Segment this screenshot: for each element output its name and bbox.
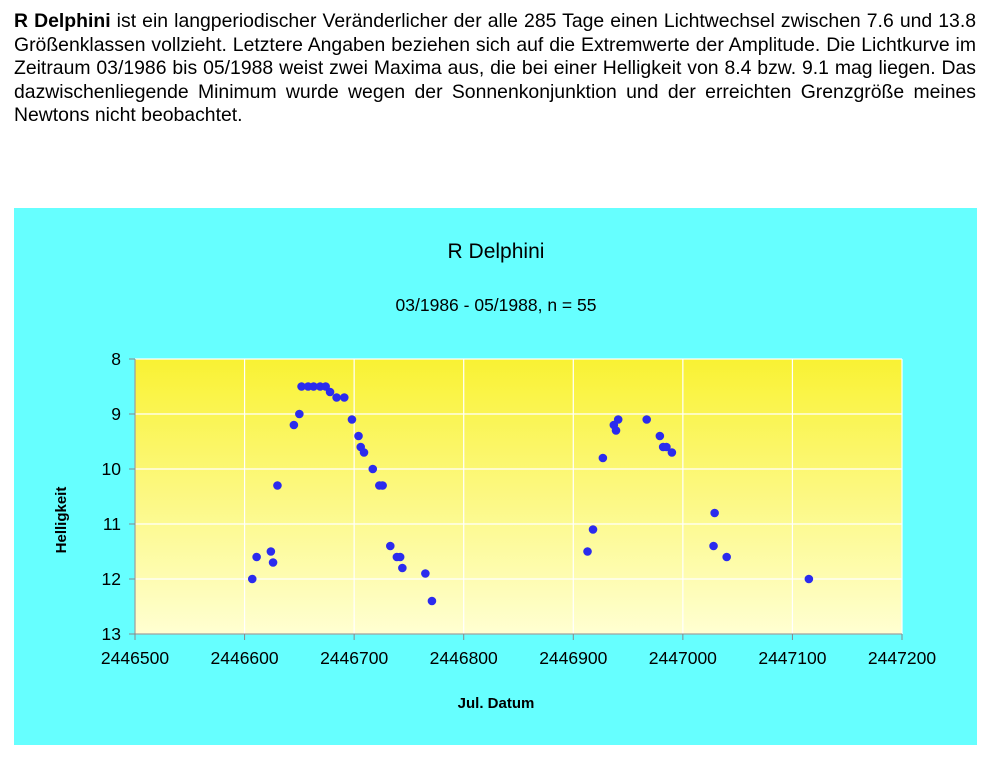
data-point	[667, 448, 677, 457]
data-point	[722, 552, 731, 562]
data-point	[662, 442, 671, 452]
y-axis-label: Helligkeit	[53, 487, 70, 554]
y-tick-label: 10	[102, 459, 122, 479]
data-point	[339, 393, 349, 402]
x-tick-label: 2447200	[868, 648, 936, 668]
intro-paragraph: R Delphini ist ein langperiodischer Verä…	[14, 10, 976, 128]
x-tick-label: 2446600	[211, 648, 279, 668]
data-point	[368, 464, 378, 474]
axes: 2446500 2446600 2446700 2446800 2446900 24470…	[101, 349, 936, 668]
chart-title: R Delphini	[448, 240, 545, 263]
x-tick-label: 2447100	[758, 648, 826, 668]
x-axis-label: Jul. Datum	[458, 695, 535, 712]
data-point	[273, 481, 282, 490]
data-point	[252, 552, 261, 562]
y-tick-label: 8	[111, 349, 121, 369]
intro-star-name: R Delphini	[14, 10, 111, 32]
intro-text: ist ein langperiodischer Veränderlicher …	[14, 10, 977, 126]
y-tick-label: 9	[111, 404, 121, 424]
data-point	[395, 552, 405, 562]
data-point	[710, 508, 719, 518]
y-tick-label: 11	[103, 514, 121, 534]
x-tick-label: 2446500	[101, 648, 169, 668]
data-point	[332, 393, 341, 402]
y-tick-label: 13	[102, 624, 121, 644]
chart-subtitle: 03/1986 - 05/1988, n = 55	[396, 295, 597, 315]
x-tick-label: 2447000	[649, 648, 717, 668]
x-tick-label: 2446700	[320, 648, 388, 668]
y-tick-label: 12	[102, 569, 121, 589]
data-point	[266, 547, 276, 556]
x-tick-label: 2446900	[539, 648, 607, 668]
light-curve-chart: R Delphini 03/1986 - 05/1988, n = 55 244…	[53, 240, 936, 712]
data-point	[421, 569, 430, 578]
data-point	[386, 541, 395, 551]
data-point	[642, 415, 651, 424]
data-points	[247, 382, 814, 606]
data-point	[598, 453, 608, 463]
data-point	[427, 596, 437, 606]
data-point	[613, 415, 623, 424]
data-point	[297, 382, 306, 391]
data-point	[583, 547, 592, 556]
data-point	[295, 409, 304, 419]
plot-area	[135, 359, 902, 634]
data-point	[655, 431, 665, 441]
data-point	[588, 525, 598, 534]
data-point	[325, 387, 335, 397]
data-point	[309, 382, 318, 391]
data-point	[398, 563, 407, 573]
chart-panel: R Delphini 03/1986 - 05/1988, n = 55 244…	[14, 208, 977, 745]
data-point	[378, 481, 387, 490]
data-point	[359, 448, 369, 457]
data-point	[347, 415, 357, 424]
x-tick-label: 2446800	[430, 648, 498, 668]
data-point	[804, 574, 814, 584]
data-point	[268, 558, 278, 567]
data-point	[289, 420, 299, 430]
data-point	[247, 574, 257, 584]
data-point	[354, 431, 363, 441]
data-point	[611, 426, 621, 435]
data-point	[709, 541, 718, 551]
